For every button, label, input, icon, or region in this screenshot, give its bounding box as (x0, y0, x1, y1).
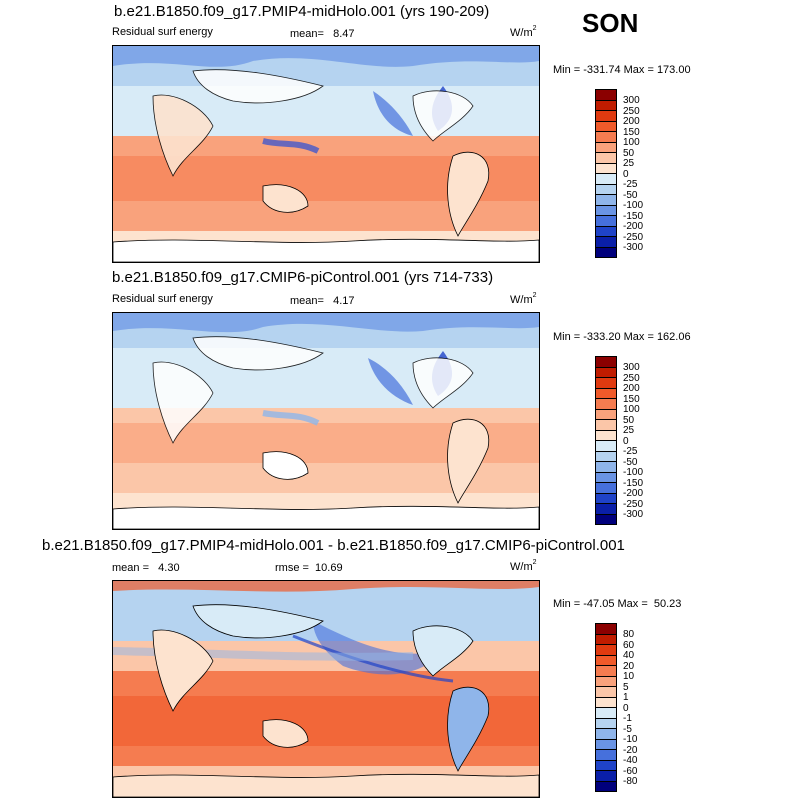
panel-1-colorbar-tick: -250 (623, 232, 644, 243)
panel-2-colorbar-tick: 200 (623, 383, 640, 394)
panel-1-minmax: Min = -331.74 Max = 173.00 (553, 64, 691, 76)
panel-1-colorbar-tick: 0 (623, 169, 629, 180)
panel-3-colorbar (595, 623, 617, 792)
panel-2-colorbar-tick: -25 (623, 446, 638, 457)
panel-1-colorbar-tick: 300 (623, 95, 640, 106)
panel-1-units: W/m2 (510, 25, 537, 39)
panel-2-colorbar-tick: 0 (623, 436, 629, 447)
panel-3-units: W/m2 (510, 559, 537, 573)
panel-3-mean-label: mean = 4.30 (112, 562, 180, 574)
panel-1-colorbar-tick: 150 (623, 127, 640, 138)
panel-1-colorbar-tick: -100 (623, 200, 644, 211)
panel-2-colorbar-tick: -200 (623, 488, 644, 499)
panel-2-minmax: Min = -333.20 Max = 162.06 (553, 331, 691, 343)
panel-2-colorbar-tick: 25 (623, 425, 635, 436)
panel-2-colorbar-tick: -150 (623, 478, 644, 489)
panel-2-colorbar-tick: 100 (623, 404, 640, 415)
panel-1-title: b.e21.B1850.f09_g17.PMIP4-midHolo.001 (y… (114, 3, 490, 20)
panel-3-title: b.e21.B1850.f09_g17.PMIP4-midHolo.001 - … (42, 537, 625, 554)
panel-3-colorbar-tick: 1 (623, 692, 629, 703)
panel-3-colorbar-tick: 5 (623, 682, 629, 693)
panel-2-map (112, 312, 540, 530)
panel-1-colorbar-tick: 25 (623, 158, 635, 169)
panel-1-colorbar-tick: -300 (623, 242, 644, 253)
panel-1-colorbar-tick: -50 (623, 190, 638, 201)
panel-2-mean-label: mean= 4.17 (290, 295, 355, 307)
panel-2-colorbar-tick: 300 (623, 362, 640, 373)
panel-3-colorbar-tick: 10 (623, 671, 635, 682)
panel-3-colorbar-tick: -5 (623, 724, 632, 735)
panel-3-map (112, 580, 540, 798)
panel-1-map (112, 45, 540, 263)
panel-2-colorbar-tick: -50 (623, 457, 638, 468)
panel-3-colorbar-tick: -80 (623, 776, 638, 787)
panel-3-colorbar-tick: 0 (623, 703, 629, 714)
panel-1-variable-label: Residual surf energy (112, 26, 213, 38)
panel-2-colorbar (595, 356, 617, 525)
panel-1-colorbar-tick: 200 (623, 116, 640, 127)
panel-2-colorbar-tick: -300 (623, 509, 644, 520)
panel-2-colorbar-tick: 50 (623, 415, 635, 426)
panel-3-colorbar-tick: 40 (623, 650, 635, 661)
panel-3-colorbar-tick: -40 (623, 755, 638, 766)
season-label: SON (582, 8, 639, 38)
panel-3-colorbar-tick: -10 (623, 734, 638, 745)
panel-1-colorbar-tick: 100 (623, 137, 640, 148)
panel-3-rmse-label: rmse = 10.69 (275, 562, 343, 574)
panel-1-colorbar-tick: 250 (623, 106, 640, 117)
panel-2-units: W/m2 (510, 292, 537, 306)
panel-3-colorbar-tick: -1 (623, 713, 632, 724)
panel-2-title: b.e21.B1850.f09_g17.CMIP6-piControl.001 … (112, 269, 494, 286)
panel-2-colorbar-tick: -250 (623, 499, 644, 510)
panel-1-colorbar-tick: -25 (623, 179, 638, 190)
panel-2-variable-label: Residual surf energy (112, 293, 213, 305)
panel-3-colorbar-tick: -60 (623, 766, 638, 777)
panel-2-colorbar-tick: 250 (623, 373, 640, 384)
panel-1-colorbar-tick: -150 (623, 211, 644, 222)
panel-3-colorbar-tick: 80 (623, 629, 635, 640)
panel-1-colorbar (595, 89, 617, 258)
panel-1-mean-label: mean= 8.47 (290, 28, 355, 40)
panel-1-colorbar-tick: 50 (623, 148, 635, 159)
panel-3-colorbar-tick: 60 (623, 640, 635, 651)
panel-2-colorbar-tick: 150 (623, 394, 640, 405)
panel-3-minmax: Min = -47.05 Max = 50.23 (553, 598, 682, 610)
panel-3-colorbar-tick: -20 (623, 745, 638, 756)
panel-2-colorbar-tick: -100 (623, 467, 644, 478)
panel-3-colorbar-tick: 20 (623, 661, 635, 672)
panel-1-colorbar-tick: -200 (623, 221, 644, 232)
